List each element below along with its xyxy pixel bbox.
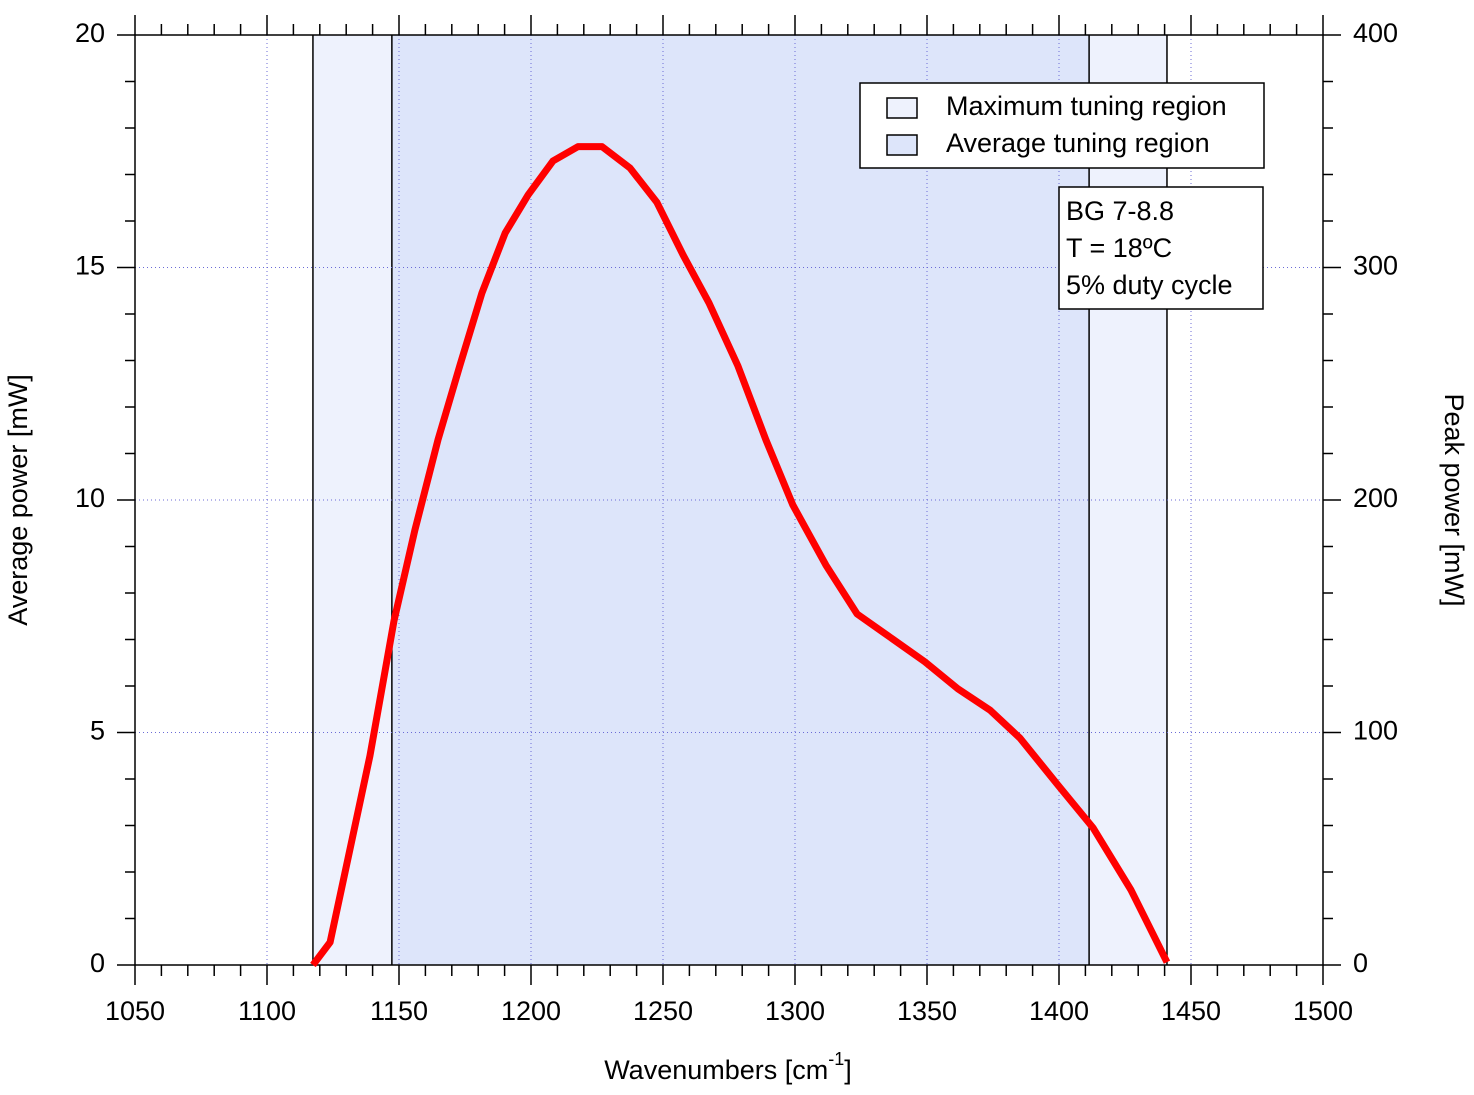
x-label-superscript: -1 [828, 1049, 844, 1069]
y-tick-label: 5 [90, 716, 105, 746]
x-tick-label: 1100 [238, 996, 296, 1026]
y2-axis-label: Peak power [mW] [1439, 393, 1469, 606]
x-tick-label: 1150 [370, 996, 428, 1026]
legend-box [859, 82, 1265, 169]
y2-tick-label: 400 [1353, 18, 1398, 48]
y-tick-label: 0 [90, 948, 105, 978]
y2-tick-label: 100 [1353, 716, 1398, 746]
legend-label: Average tuning region [946, 128, 1210, 158]
annotation-line: BG 7-8.8 [1066, 196, 1174, 226]
y-tick-label: 10 [75, 483, 105, 513]
x-tick-label: 1250 [633, 996, 693, 1026]
x-tick-label: 1200 [501, 996, 561, 1026]
x-tick-label: 1450 [1161, 996, 1221, 1026]
y2-tick-label: 300 [1353, 251, 1398, 281]
legend-label: Maximum tuning region [946, 91, 1227, 121]
legend-swatch [886, 97, 918, 119]
y2-tick-label: 0 [1353, 948, 1368, 978]
x-tick-label: 1350 [897, 996, 957, 1026]
y-axis-label: Average power [mW] [3, 374, 33, 626]
legend-swatch [886, 134, 918, 156]
x-axis-label: Wavenumbers [cm-1] [604, 1049, 852, 1085]
y-tick-label: 15 [75, 251, 105, 281]
annotation-box [1058, 186, 1264, 310]
y2-tick-label: 200 [1353, 483, 1398, 513]
x-tick-label: 1050 [105, 996, 165, 1026]
x-label-suffix: ] [844, 1055, 852, 1085]
plot-frame [134, 34, 1324, 966]
annotation-line: 5% duty cycle [1066, 270, 1233, 300]
tuning-region [391, 35, 1090, 965]
x-tick-label: 1400 [1029, 996, 1089, 1026]
x-label-text: Wavenumbers [cm [604, 1055, 828, 1085]
data-line [310, 143, 1171, 968]
x-tick-label: 1500 [1293, 996, 1353, 1026]
y-tick-label: 20 [75, 18, 105, 48]
x-tick-label: 1300 [765, 996, 825, 1026]
annotation-line: T = 18ºC [1066, 233, 1172, 263]
